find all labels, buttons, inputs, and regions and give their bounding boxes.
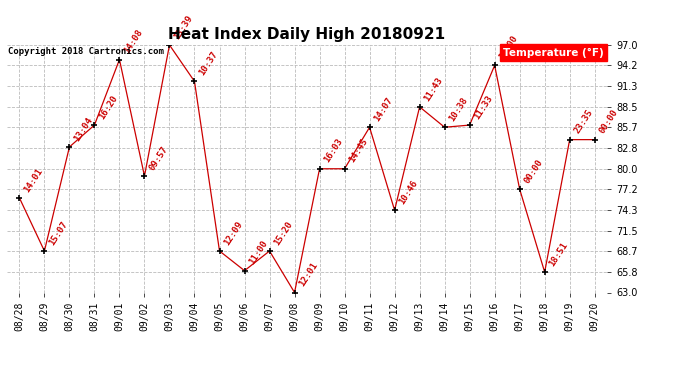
Text: 16:03: 16:03: [322, 137, 344, 165]
Text: 13:39: 13:39: [172, 13, 195, 41]
Text: 14:45: 14:45: [347, 137, 370, 165]
Text: 15:20: 15:20: [273, 219, 295, 247]
Text: 11:00: 11:00: [247, 239, 270, 267]
Text: 10:37: 10:37: [197, 50, 219, 77]
Text: 00:00: 00:00: [522, 158, 544, 185]
Text: Copyright 2018 Cartronics.com: Copyright 2018 Cartronics.com: [8, 48, 164, 57]
Text: 16:20: 16:20: [97, 93, 119, 121]
Text: Temperature (°F): Temperature (°F): [504, 48, 604, 57]
Text: 14:01: 14:01: [22, 166, 44, 194]
Text: 14:08: 14:08: [122, 28, 144, 56]
Title: Heat Index Daily High 20180921: Heat Index Daily High 20180921: [168, 27, 446, 42]
Text: 12:01: 12:01: [297, 261, 319, 288]
Text: 11:33: 11:33: [473, 93, 495, 121]
Text: 00:00: 00:00: [598, 108, 620, 135]
Text: 23:35: 23:35: [573, 108, 595, 135]
Text: 18:51: 18:51: [547, 240, 570, 268]
Text: 12:09: 12:09: [222, 219, 244, 247]
Text: 13:04: 13:04: [72, 115, 95, 143]
Text: 10:38: 10:38: [447, 96, 470, 123]
Text: 11:00: 11:00: [497, 34, 520, 61]
Text: 11:43: 11:43: [422, 75, 444, 103]
Text: 10:46: 10:46: [397, 178, 420, 206]
Text: 14:07: 14:07: [373, 96, 395, 123]
Text: 15:07: 15:07: [47, 219, 70, 247]
Text: 09:57: 09:57: [147, 144, 170, 172]
